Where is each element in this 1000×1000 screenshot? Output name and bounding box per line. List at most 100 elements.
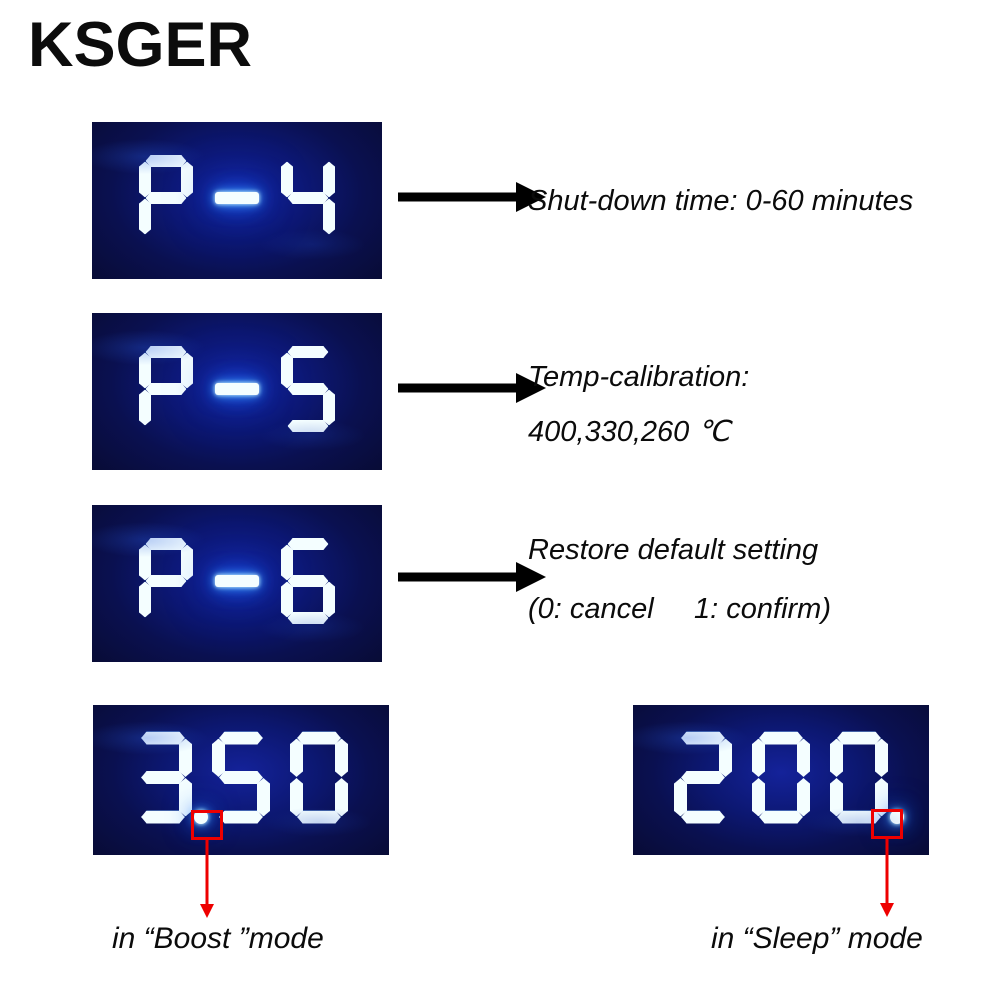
segment-dash bbox=[215, 192, 259, 204]
boost-callout-arrow bbox=[192, 840, 222, 918]
segment-d bbox=[141, 811, 185, 824]
arrow-shaft bbox=[398, 572, 520, 582]
digit-slot bbox=[210, 346, 264, 437]
seven-segment-digit bbox=[210, 155, 264, 241]
segment-d bbox=[288, 420, 329, 432]
digit-slot bbox=[674, 732, 732, 829]
segment-c bbox=[323, 582, 335, 618]
segment-f bbox=[752, 739, 765, 777]
segment-g bbox=[146, 575, 187, 587]
segment-b bbox=[875, 739, 888, 777]
digit-slot bbox=[139, 346, 193, 437]
arrow-to-annotation-2 bbox=[398, 373, 546, 403]
led-digits-p6 bbox=[92, 505, 382, 662]
segment-c bbox=[179, 778, 192, 816]
led-display-sleep bbox=[633, 705, 929, 855]
segment-e bbox=[139, 582, 151, 618]
seven-segment-digit bbox=[210, 346, 264, 432]
segment-f bbox=[139, 545, 151, 581]
segment-c bbox=[323, 390, 335, 426]
digit-slot bbox=[281, 155, 335, 246]
digit-slot bbox=[212, 732, 270, 829]
segment-a bbox=[219, 732, 263, 745]
led-digits-sleep bbox=[633, 705, 929, 855]
arrow-to-annotation-3 bbox=[398, 562, 546, 592]
segment-dash bbox=[215, 383, 259, 395]
segment-e bbox=[830, 778, 843, 816]
led-display-p6 bbox=[92, 505, 382, 662]
seven-segment-digit bbox=[139, 155, 193, 241]
segment-d bbox=[681, 811, 725, 824]
segment-g bbox=[141, 771, 185, 784]
segment-a bbox=[288, 538, 329, 550]
decimal-point-dot bbox=[194, 810, 209, 825]
digit-slot bbox=[752, 732, 810, 829]
segment-a bbox=[837, 732, 881, 745]
seven-segment-digit bbox=[281, 346, 335, 432]
segment-a bbox=[297, 732, 341, 745]
boost-dot-highlight-box bbox=[191, 810, 223, 840]
led-digits-p4 bbox=[92, 122, 382, 279]
digit-slot bbox=[830, 732, 905, 829]
segment-f bbox=[281, 353, 293, 389]
caption-boost-mode: in “Boost ”mode bbox=[112, 922, 324, 955]
segment-c bbox=[797, 778, 810, 816]
segment-a bbox=[146, 346, 187, 358]
annotation-p5-line2: 400,330,260 ℃ bbox=[528, 416, 730, 448]
segment-b bbox=[179, 739, 192, 777]
seven-segment-digit bbox=[139, 346, 193, 432]
led-display-p4 bbox=[92, 122, 382, 279]
segment-f bbox=[281, 545, 293, 581]
seven-segment-digit bbox=[674, 732, 732, 824]
brand-logo: KSGER bbox=[28, 10, 253, 80]
segment-b bbox=[323, 162, 335, 198]
segment-b bbox=[181, 162, 193, 198]
seven-segment-digit bbox=[210, 538, 264, 624]
sleep-callout-arrow bbox=[872, 839, 902, 917]
arrow-head bbox=[200, 904, 214, 918]
seven-segment-digit bbox=[281, 155, 335, 241]
segment-f bbox=[212, 739, 225, 777]
arrow-to-annotation-1 bbox=[398, 182, 546, 212]
segment-d bbox=[219, 811, 263, 824]
led-digits-p5 bbox=[92, 313, 382, 470]
segment-g bbox=[288, 383, 329, 395]
seven-segment-digit bbox=[212, 732, 270, 824]
digit-slot bbox=[139, 538, 193, 629]
segment-b bbox=[181, 353, 193, 389]
arrow-shaft bbox=[885, 839, 889, 903]
segment-a bbox=[146, 538, 187, 550]
segment-d bbox=[288, 612, 329, 624]
segment-e bbox=[281, 582, 293, 618]
segment-f bbox=[139, 353, 151, 389]
segment-g bbox=[681, 771, 725, 784]
seven-segment-digit bbox=[281, 538, 335, 624]
segment-e bbox=[290, 778, 303, 816]
segment-d bbox=[837, 811, 881, 824]
digit-slot bbox=[139, 155, 193, 246]
segment-c bbox=[335, 778, 348, 816]
arrow-shaft bbox=[398, 192, 520, 202]
segment-f bbox=[139, 162, 151, 198]
segment-b bbox=[719, 739, 732, 777]
seven-segment-digit bbox=[752, 732, 810, 824]
segment-f bbox=[290, 739, 303, 777]
segment-a bbox=[759, 732, 803, 745]
segment-g bbox=[219, 771, 263, 784]
segment-e bbox=[674, 778, 687, 816]
annotation-p6-line1: Restore default setting bbox=[528, 534, 819, 566]
arrow-head bbox=[516, 373, 546, 403]
segment-a bbox=[141, 732, 185, 745]
segment-d bbox=[297, 811, 341, 824]
seven-segment-digit bbox=[139, 538, 193, 624]
caption-sleep-mode: in “Sleep” mode bbox=[711, 922, 923, 955]
segment-e bbox=[752, 778, 765, 816]
segment-c bbox=[875, 778, 888, 816]
segment-a bbox=[681, 732, 725, 745]
arrow-shaft bbox=[205, 840, 209, 904]
led-display-p5 bbox=[92, 313, 382, 470]
led-digits-boost bbox=[93, 705, 389, 855]
segment-g bbox=[146, 383, 187, 395]
segment-f bbox=[830, 739, 843, 777]
annotation-p5-line1: Temp-calibration: bbox=[528, 361, 750, 393]
